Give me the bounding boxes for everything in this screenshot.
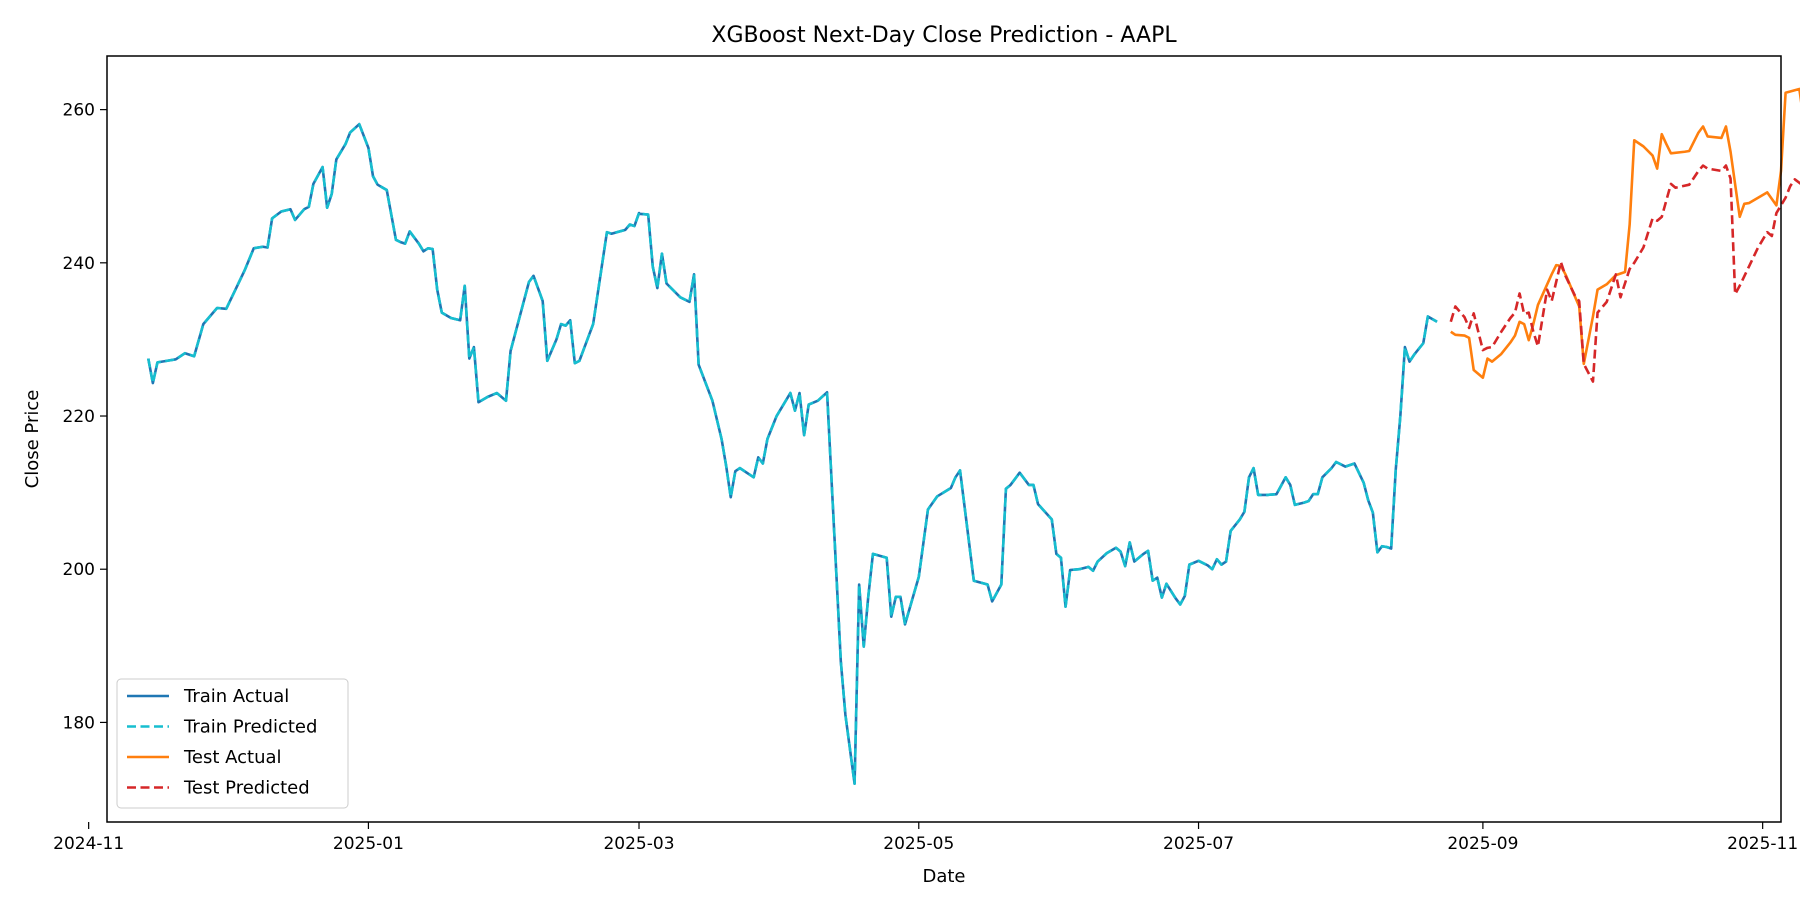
- series-line-train-predicted: [147, 122, 1438, 785]
- y-axis-label: Close Price: [22, 390, 43, 489]
- y-tick-label: 180: [63, 713, 95, 733]
- x-tick-label: 2024-11: [53, 834, 124, 854]
- y-tick-label: 220: [63, 407, 95, 427]
- series-line-test-predicted: [1449, 164, 1800, 383]
- series-line-test-actual: [1450, 87, 1800, 380]
- legend-label: Train Predicted: [183, 717, 317, 738]
- y-axis: 180 200 220 240 260: [63, 101, 107, 733]
- legend: Train Actual Train Predicted Test Actual Te…: [116, 678, 349, 809]
- legend-label: Test Predicted: [183, 778, 310, 799]
- legend-label: Test Actual: [183, 747, 282, 768]
- x-tick-label: 2025-05: [883, 834, 954, 854]
- x-axis-label: Date: [922, 866, 965, 887]
- y-tick-label: 240: [63, 254, 95, 274]
- legend-label: Train Actual: [183, 686, 289, 707]
- x-tick-label: 2025-03: [603, 834, 674, 854]
- series-layer: [147, 87, 1800, 785]
- x-tick-label: 2025-07: [1163, 834, 1234, 854]
- y-tick-label: 260: [63, 101, 95, 121]
- plot-frame: [106, 55, 1782, 823]
- x-tick-label: 2025-11: [1727, 834, 1798, 854]
- x-tick-label: 2025-01: [333, 834, 404, 854]
- y-tick-label: 200: [63, 560, 95, 580]
- chart-title: XGBoost Next-Day Close Prediction - AAPL: [711, 23, 1177, 48]
- x-tick-label: 2025-09: [1447, 834, 1518, 854]
- legend-box: [116, 678, 349, 809]
- x-axis: 2024-11 2025-01 2025-03 2025-05 2025-07 2025-…: [53, 822, 1798, 854]
